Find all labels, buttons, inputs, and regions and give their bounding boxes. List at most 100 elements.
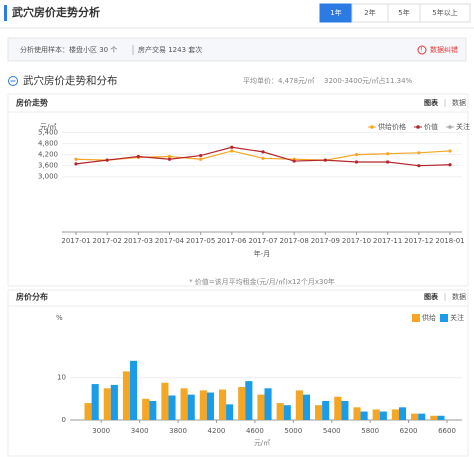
bar xyxy=(257,394,265,420)
x-tick-label: 2017-09 xyxy=(311,237,340,245)
legend-swatch xyxy=(440,314,448,322)
point xyxy=(323,158,327,162)
point xyxy=(292,159,296,163)
point xyxy=(354,153,359,157)
bar xyxy=(334,396,342,420)
bar xyxy=(391,409,399,420)
x-tick-label: 3800 xyxy=(169,427,187,435)
bar xyxy=(379,411,387,420)
collapse-icon[interactable] xyxy=(8,76,18,86)
tab-label[interactable]: 5年以上 xyxy=(432,8,457,17)
bar xyxy=(437,415,445,420)
point xyxy=(199,153,203,158)
y-tick-label: 4,800 xyxy=(38,140,58,148)
tab[interactable] xyxy=(419,3,471,23)
error-icon-mark: ! xyxy=(421,47,423,54)
tab-label[interactable]: 1年 xyxy=(330,8,341,17)
view-toggle[interactable]: 图表 xyxy=(424,292,439,301)
bar xyxy=(418,413,426,420)
point xyxy=(261,156,265,160)
series-line xyxy=(75,146,451,167)
legend-swatch xyxy=(412,314,420,322)
bar xyxy=(142,398,150,420)
x-tick-label: 5000 xyxy=(284,427,302,435)
point xyxy=(417,164,421,168)
x-tick-label: 6600 xyxy=(438,427,456,435)
panel xyxy=(7,93,469,287)
point xyxy=(417,151,421,155)
legend-dot xyxy=(370,125,374,129)
x-tick-label: 2017-12 xyxy=(404,237,433,245)
y-tick-label: 5,400 xyxy=(38,129,58,137)
x-tick-label: 2017-02 xyxy=(93,237,122,245)
legend-label: 供给价格 xyxy=(378,122,406,131)
bar xyxy=(322,400,330,420)
note: * 价值=该月平均租金(元/月/㎡)x12个月x30年 xyxy=(189,277,335,286)
x-tick-label: 5400 xyxy=(323,427,341,435)
bar xyxy=(91,384,99,420)
x-axis-label: 元/㎡ xyxy=(254,439,270,447)
y-tick-label: 3,600 xyxy=(38,162,58,170)
bar xyxy=(130,360,138,420)
avg-price: 平均单价：4,478元/㎡ xyxy=(243,76,314,85)
point xyxy=(386,152,390,156)
x-tick-label: 5800 xyxy=(361,427,379,435)
bar xyxy=(122,371,131,420)
bar xyxy=(149,400,157,420)
point xyxy=(105,158,109,162)
point xyxy=(167,154,172,159)
page-title: 武穴房价走势分析 xyxy=(12,5,100,19)
x-tick-label: 2017-04 xyxy=(155,237,185,245)
x-tick-label: 2017-06 xyxy=(217,237,247,245)
point xyxy=(167,157,172,161)
legend-label: 价值 xyxy=(424,122,438,131)
bar xyxy=(430,415,438,420)
tab-label[interactable]: 2年 xyxy=(364,8,375,17)
x-tick-label: 4600 xyxy=(246,427,264,435)
bar xyxy=(245,381,253,420)
x-tick-label: 6200 xyxy=(400,427,418,435)
x-tick-label: 2018-01 xyxy=(435,237,464,245)
title-bar xyxy=(4,5,7,21)
panel-title: 房价分布 xyxy=(16,292,48,302)
y-axis-label: % xyxy=(56,314,63,322)
point xyxy=(261,150,265,154)
point xyxy=(74,157,78,161)
y-tick-label: 4,200 xyxy=(38,151,58,159)
x-tick-label: 2017-08 xyxy=(280,237,309,245)
bar xyxy=(226,404,234,420)
legend-dot xyxy=(416,125,420,129)
view-toggle[interactable]: 图表 xyxy=(424,98,439,107)
view-toggle[interactable]: 数据 xyxy=(452,292,466,301)
point xyxy=(354,160,359,164)
bar xyxy=(295,390,303,420)
bar xyxy=(276,403,284,420)
error-icon xyxy=(417,45,427,55)
error-link[interactable]: 数据纠错 xyxy=(430,45,458,54)
point xyxy=(448,149,452,153)
bar xyxy=(398,407,407,420)
x-tick-label: 2017-10 xyxy=(342,237,371,245)
bar xyxy=(411,413,419,420)
point xyxy=(230,145,234,149)
bar xyxy=(161,382,169,420)
legend-label: 关注 xyxy=(450,313,464,322)
bar xyxy=(199,390,207,420)
tab-label[interactable]: 5年 xyxy=(398,8,409,17)
bar xyxy=(218,389,227,420)
info-box xyxy=(7,37,467,62)
info-trades: 房产交易 1243 套次 xyxy=(138,45,202,54)
y-axis-label: 元/㎡ xyxy=(40,123,56,131)
bar xyxy=(206,392,214,420)
bar xyxy=(315,405,323,420)
bar xyxy=(84,403,92,420)
point xyxy=(448,163,452,167)
x-tick-label: 3000 xyxy=(92,427,110,435)
legend-dot xyxy=(448,125,452,129)
section-title: 武穴房价走势和分布 xyxy=(23,74,118,87)
x-tick-label: 2017-03 xyxy=(124,237,153,245)
x-tick-label: 2017-07 xyxy=(248,237,277,245)
bar xyxy=(283,405,291,420)
x-tick-label: 2017-11 xyxy=(373,237,402,245)
view-toggle[interactable]: 数据 xyxy=(452,98,466,107)
